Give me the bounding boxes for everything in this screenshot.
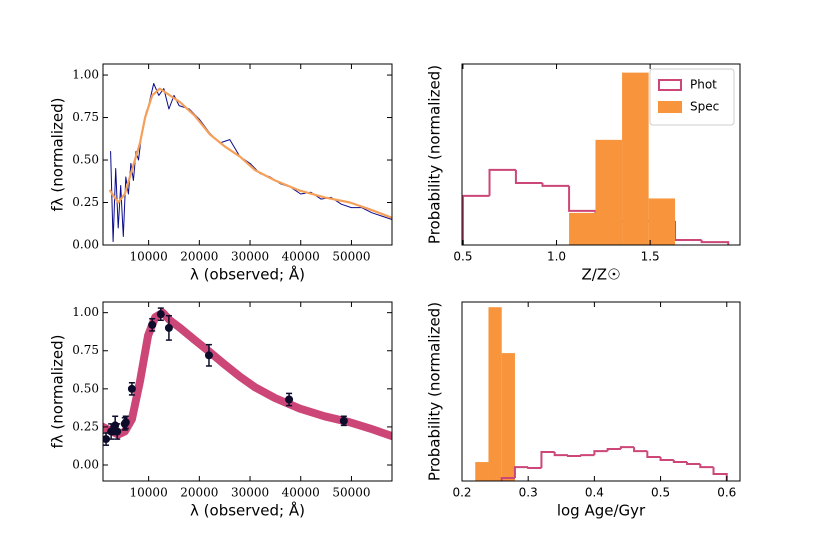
histogram-step <box>593 450 608 456</box>
histogram-step <box>514 169 543 184</box>
line-series <box>109 87 392 219</box>
data-point <box>204 351 213 360</box>
histogram-step <box>700 240 730 245</box>
histogram-step <box>672 459 688 464</box>
plot-area <box>475 307 728 481</box>
data-point <box>156 310 165 319</box>
histogram-step <box>488 168 516 196</box>
x-tick-label: 0.3 <box>519 486 538 500</box>
y-tick-label: 0.25 <box>72 419 99 433</box>
x-tick-label: 30000 <box>231 250 269 264</box>
data-point <box>148 320 157 329</box>
y-tick-label: 0.75 <box>72 110 99 124</box>
y-tick-label: 0.50 <box>72 153 99 167</box>
line-series <box>103 308 392 441</box>
x-tick-label: 0.4 <box>585 486 604 500</box>
legend-swatch <box>658 101 682 113</box>
histogram-step <box>674 220 702 242</box>
y-tick-label: 0.75 <box>72 343 99 357</box>
y-axis-label: Probability (normalized) <box>426 302 444 481</box>
histogram-step <box>633 447 648 453</box>
x-axis-label: λ (observed; Å) <box>190 501 305 520</box>
histogram-bar <box>648 198 676 245</box>
histogram-step <box>646 451 661 459</box>
data-point <box>285 395 294 404</box>
histogram-bar <box>622 72 649 245</box>
y-tick-label: 0.25 <box>72 195 99 209</box>
histogram-bar <box>501 353 515 481</box>
histogram-step <box>699 463 714 469</box>
x-tick-label: 50000 <box>332 486 370 500</box>
histogram-bar <box>595 139 623 245</box>
y-axis-label: fλ (normalized) <box>49 335 67 449</box>
histogram-bar <box>488 307 502 481</box>
x-tick-label: 40000 <box>282 250 320 264</box>
histogram-step <box>606 448 621 452</box>
histogram-step <box>566 454 582 457</box>
y-tick-label: 0.50 <box>72 381 99 395</box>
x-tick-label: 1.5 <box>641 250 660 264</box>
plot-area <box>103 307 392 446</box>
histogram-step <box>540 450 555 468</box>
histogram-step <box>462 194 490 245</box>
legend-label: Phot <box>690 78 717 92</box>
x-axis-label: log Age/Gyr <box>557 502 646 520</box>
plot-area <box>109 83 392 243</box>
x-axis-label: λ (observed; Å) <box>190 265 305 284</box>
axes-frame <box>461 63 741 246</box>
x-tick-label: 10000 <box>130 250 168 264</box>
x-axis-label: Z/Z☉ <box>581 266 620 284</box>
x-tick-label: 50000 <box>332 250 370 264</box>
x-tick-label: 20000 <box>180 250 218 264</box>
histogram-step <box>527 466 542 469</box>
line-series <box>110 83 392 243</box>
data-point <box>127 384 136 393</box>
histogram-step <box>619 446 635 450</box>
y-tick-label: 1.00 <box>72 68 99 82</box>
histogram-step <box>686 462 701 465</box>
data-point <box>103 435 111 444</box>
x-tick-label: 0.5 <box>651 486 670 500</box>
histogram-step <box>580 454 595 457</box>
x-tick-label: 1.0 <box>547 250 566 264</box>
data-point <box>164 323 173 332</box>
histogram-step <box>659 457 674 461</box>
x-tick-label: 20000 <box>180 486 218 500</box>
histogram-step <box>513 466 529 479</box>
histogram-step <box>553 451 568 457</box>
data-point <box>107 427 116 436</box>
x-tick-label: 0.2 <box>452 486 471 500</box>
data-point <box>339 416 348 425</box>
data-point <box>121 418 130 427</box>
x-tick-label: 0.5 <box>453 250 472 264</box>
y-axis-label: fλ (normalized) <box>49 98 67 212</box>
y-tick-label: 0.00 <box>72 238 99 252</box>
histogram-bar <box>569 212 596 245</box>
plot-area <box>462 72 730 245</box>
y-tick-label: 1.00 <box>72 305 99 319</box>
axes-frame <box>461 301 741 482</box>
legend-swatch <box>658 79 682 91</box>
histogram-step <box>568 185 596 212</box>
y-axis-label: Probability (normalized) <box>426 65 444 244</box>
axes-frame <box>102 301 393 482</box>
axes-frame <box>102 63 393 246</box>
x-tick-label: 40000 <box>282 486 320 500</box>
y-tick-label: 0.00 <box>72 458 99 472</box>
legend-label: Spec <box>690 100 719 114</box>
histogram-step <box>500 477 515 481</box>
histogram-bar <box>475 462 489 481</box>
x-tick-label: 30000 <box>231 486 269 500</box>
histogram-step <box>712 467 728 481</box>
histogram-step <box>541 182 570 187</box>
x-tick-label: 0.6 <box>717 486 736 500</box>
x-tick-label: 10000 <box>130 486 168 500</box>
data-point <box>113 427 122 436</box>
